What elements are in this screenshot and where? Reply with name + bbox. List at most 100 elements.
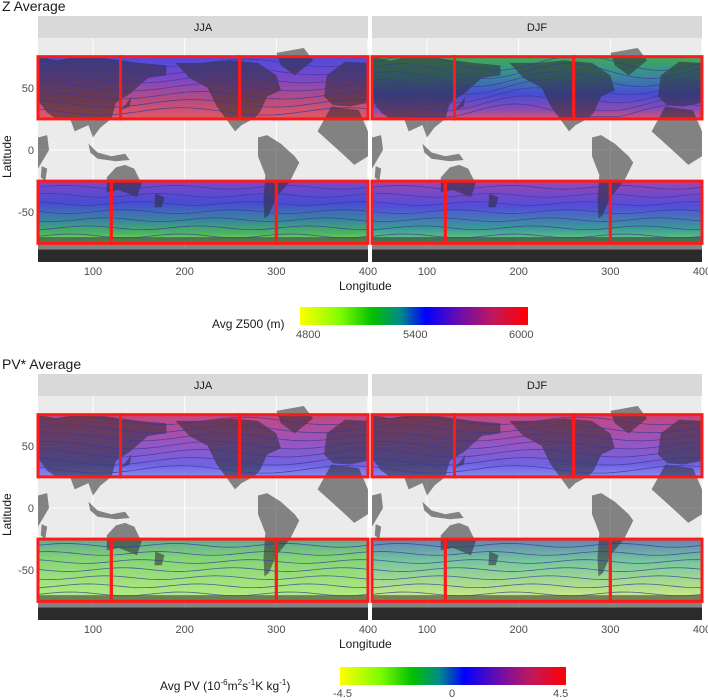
- land-mass: [258, 493, 300, 577]
- contour-line: [371, 63, 703, 79]
- land-mass: [658, 419, 702, 465]
- chart-title-pv: PV* Average: [2, 356, 82, 372]
- contour-line: [37, 432, 369, 442]
- contour-line: [371, 71, 703, 87]
- contour-line: [371, 457, 703, 466]
- x-tick-label: 100: [418, 624, 436, 636]
- contour-line: [371, 543, 703, 548]
- contour-line: [371, 583, 703, 589]
- facet-strip-label: DJF: [527, 380, 547, 392]
- land-mass: [374, 524, 382, 540]
- region-box: [238, 413, 370, 479]
- legend-title-part: m: [227, 679, 238, 693]
- land-mass: [154, 193, 165, 208]
- contour-line: [37, 465, 369, 474]
- land-mass: [175, 60, 281, 132]
- land-mass: [88, 143, 130, 162]
- contour-line: [371, 551, 703, 556]
- x-tick-label: 100: [84, 624, 102, 636]
- y-tick-label: 50: [22, 441, 34, 453]
- contour-line: [37, 575, 369, 580]
- facet-strip-label: DJF: [527, 22, 547, 34]
- land-mass: [276, 405, 313, 434]
- facet-panel-jja: JJA: [36, 16, 370, 262]
- land-mass: [38, 237, 368, 262]
- land-mass: [324, 419, 368, 465]
- contour-line: [37, 209, 369, 214]
- contour-line: [37, 217, 369, 222]
- y-tick-label: 0: [28, 145, 34, 157]
- legend-tick: 6000: [509, 329, 534, 341]
- contour-line: [371, 591, 703, 597]
- x-tick-label: 400: [693, 266, 708, 278]
- land-mass: [38, 493, 49, 552]
- contour-line: [371, 567, 703, 572]
- land-mass: [488, 193, 499, 208]
- contour-line: [371, 416, 703, 426]
- contour-line: [37, 185, 369, 190]
- land-mass: [317, 464, 368, 523]
- region-box: [572, 55, 704, 121]
- facet-strip: [38, 374, 368, 396]
- contour-line: [371, 87, 703, 104]
- colorbar: [340, 667, 566, 685]
- contour-line: [37, 83, 369, 92]
- region-box: [608, 179, 704, 245]
- legend-tick: -4.5: [333, 688, 352, 700]
- contour-line: [37, 416, 369, 426]
- contour-line: [37, 99, 369, 108]
- x-tick-label: 100: [418, 266, 436, 278]
- region-box: [572, 413, 704, 479]
- x-tick-label: 400: [359, 624, 377, 636]
- region-box: [238, 55, 370, 121]
- contour-line: [37, 201, 369, 206]
- legend-title-part: Avg PV (10: [160, 679, 221, 693]
- facet-strip-label: JJA: [194, 22, 213, 34]
- contour-line: [371, 185, 703, 190]
- land-mass: [610, 405, 647, 434]
- land-mass: [610, 47, 647, 76]
- land-mass: [592, 493, 634, 577]
- land-mass: [372, 135, 383, 194]
- contour-line: [37, 567, 369, 572]
- x-tick-label: 400: [359, 266, 377, 278]
- facet-panel-djf: DJF: [370, 374, 704, 620]
- x-tick-label: 300: [267, 266, 285, 278]
- contour-line: [37, 74, 369, 84]
- legend-title-z: Avg Z500 (m): [212, 317, 285, 331]
- contour-line: [37, 543, 369, 548]
- contour-line: [37, 107, 369, 116]
- x-axis-label-pv: Longitude: [339, 637, 392, 651]
- legend-title-part: 2: [237, 678, 243, 687]
- contour-line: [37, 225, 369, 231]
- legend-tick: 4800: [296, 329, 321, 341]
- contour-line: [371, 441, 703, 450]
- y-axis-label-z: Latitude: [0, 135, 14, 178]
- contour-line: [37, 91, 369, 100]
- chart-title-z: Z Average: [2, 0, 66, 14]
- facet-strip: [38, 16, 368, 38]
- contour-line: [37, 457, 369, 466]
- land-mass: [88, 501, 130, 520]
- land-mass: [454, 96, 466, 111]
- contour-line: [371, 193, 703, 198]
- region-box: [274, 537, 370, 603]
- y-tick-label: 50: [22, 83, 34, 95]
- legend-title-part: K kg: [255, 679, 280, 693]
- x-axis-label-z: Longitude: [339, 279, 392, 293]
- contour-line: [37, 583, 369, 589]
- y-tick-label: -50: [18, 565, 34, 577]
- land-mass: [454, 454, 466, 469]
- x-tick-label: 200: [175, 266, 193, 278]
- land-mass: [651, 464, 702, 523]
- land-mass: [509, 60, 615, 132]
- land-mass: [38, 595, 368, 620]
- land-mass: [324, 61, 368, 107]
- land-mass: [317, 106, 368, 165]
- contour-line: [37, 58, 369, 68]
- contour-line: [371, 95, 703, 112]
- region-box: [274, 179, 370, 245]
- x-tick-label: 300: [601, 266, 619, 278]
- contour-line: [371, 465, 703, 474]
